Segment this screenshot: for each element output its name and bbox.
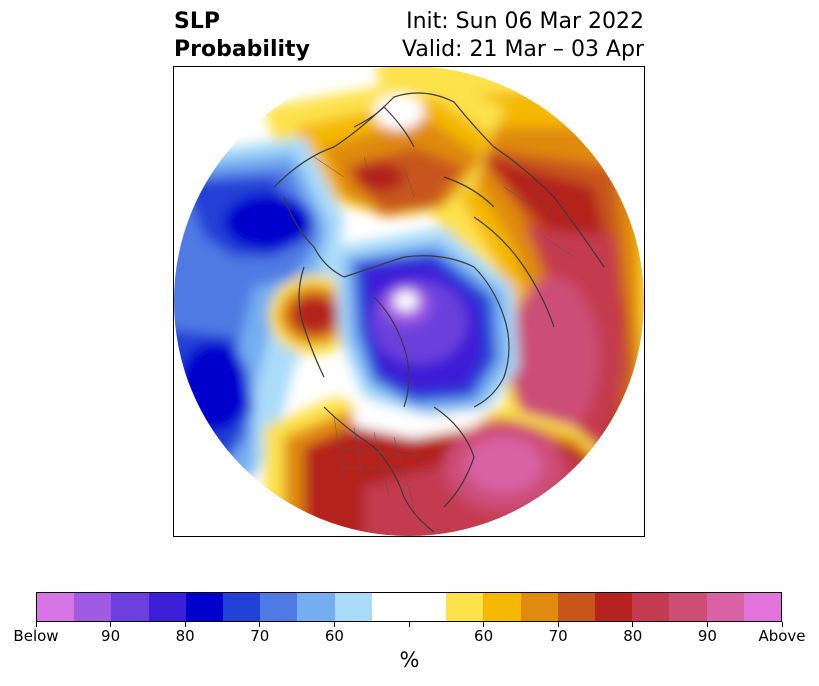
- colorbar: [36, 592, 782, 622]
- polar-map: [173, 66, 645, 537]
- colorbar-tick-label: Above: [758, 627, 806, 645]
- colorbar-tick: [35, 622, 37, 627]
- colorbar-tick-label: 60: [474, 627, 494, 645]
- colorbar-segment: [595, 593, 633, 621]
- colorbar-tick: [110, 622, 112, 627]
- colorbar-segment: [743, 593, 782, 621]
- map-title: SLP Probability: [174, 8, 310, 64]
- colorbar-segment: [37, 593, 75, 621]
- colorbar-tick-label: 70: [250, 627, 270, 645]
- colorbar-tick-label: 90: [101, 627, 121, 645]
- init-date: Init: Sun 06 Mar 2022: [406, 9, 644, 34]
- colorbar-tick: [781, 622, 783, 627]
- colorbar-segment: [260, 593, 298, 621]
- colorbar-segment: [669, 593, 707, 621]
- colorbar-segment: [148, 593, 186, 621]
- colorbar-segment: [111, 593, 149, 621]
- colorbar-segment: [706, 593, 744, 621]
- colorbar-tick: [632, 622, 634, 627]
- colorbar-segment: [446, 593, 484, 621]
- colorbar-ticks: [35, 622, 783, 630]
- colorbar-tick-label: 80: [623, 627, 643, 645]
- colorbar-segment: [371, 593, 410, 621]
- colorbar-tick-label: 90: [697, 627, 717, 645]
- colorbar-unit: %: [399, 648, 420, 672]
- colorbar-tick: [259, 622, 261, 627]
- colorbar-segment: [297, 593, 335, 621]
- colorbar-tick: [557, 622, 559, 627]
- probability-map: [174, 67, 644, 536]
- colorbar-segment: [223, 593, 261, 621]
- colorbar-segment: [185, 593, 224, 621]
- colorbar-tick-label: 80: [175, 627, 195, 645]
- valid-period: Valid: 21 Mar – 03 Apr: [402, 37, 644, 62]
- borders: [313, 156, 575, 508]
- coastlines: [273, 92, 605, 533]
- colorbar-tick: [184, 622, 186, 627]
- colorbar-tick: [333, 622, 335, 627]
- colorbar-segment: [520, 593, 558, 621]
- map-dates: Init: Sun 06 Mar 2022 Valid: 21 Mar – 03…: [402, 8, 644, 64]
- title-variable: SLP: [174, 9, 220, 34]
- colorbar-tick-label: 70: [548, 627, 568, 645]
- colorbar-segment: [74, 593, 112, 621]
- colorbar-segment: [409, 593, 447, 621]
- colorbar-segment: [632, 593, 670, 621]
- colorbar-segment: [483, 593, 521, 621]
- colorbar-segment: [557, 593, 596, 621]
- colorbar-tick: [483, 622, 485, 627]
- colorbar-labels: Below 90 80 70 60 60 70 80 90 Above: [13, 627, 805, 647]
- colorbar-tick-label: Below: [13, 627, 59, 645]
- title-product: Probability: [174, 37, 310, 62]
- colorbar-segment: [334, 593, 372, 621]
- colorbar-tick: [408, 622, 410, 627]
- colorbar-tick: [706, 622, 708, 627]
- colorbar-tick-label: 60: [324, 627, 344, 645]
